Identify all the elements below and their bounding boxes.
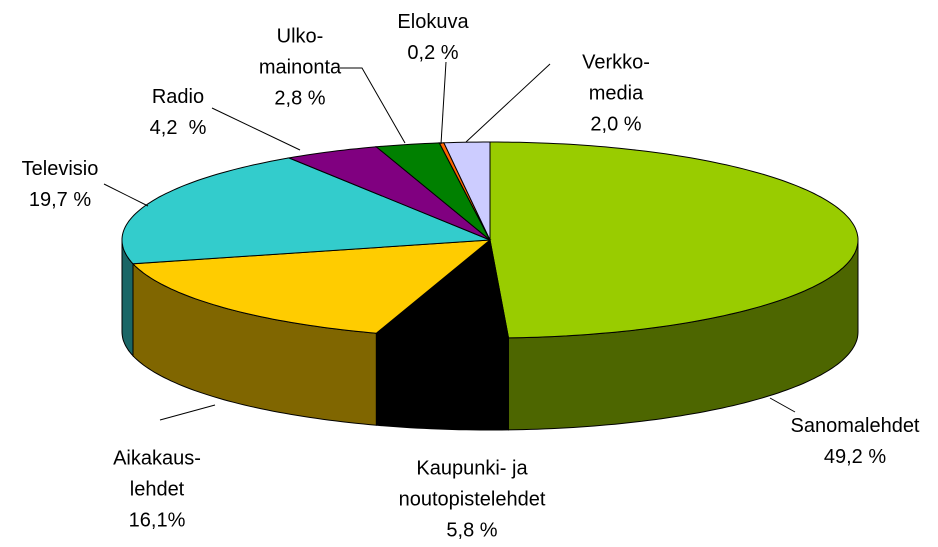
pie-side <box>375 332 509 431</box>
leader-lines <box>103 61 796 421</box>
category-label: Televisio <box>21 158 99 180</box>
pie-slice <box>287 146 491 241</box>
slice-label: Televisio 19,7 % <box>22 154 99 216</box>
value-label: 0,2 % <box>407 42 459 64</box>
pie-tops <box>121 141 859 339</box>
leader-line <box>103 183 149 207</box>
pie-slice <box>443 141 491 241</box>
leader-line <box>340 67 406 144</box>
leader-line <box>440 61 447 145</box>
category-label: Aikakaus- lehdet <box>113 447 201 501</box>
category-label: Kaupunki- ja noutopistelehdet <box>398 457 546 511</box>
value-label: 49,2 % <box>823 446 887 468</box>
slice-label: Kaupunki- ja noutopistelehdet 5,8 % <box>399 454 546 547</box>
leader-line <box>769 397 796 413</box>
slice-label: Verkko- media 2,0 % <box>582 48 650 141</box>
category-label: Sanomalehdet <box>790 415 920 437</box>
value-label: 16,1% <box>128 509 186 532</box>
category-label: Verkko- media <box>582 51 650 105</box>
slice-label: Radio 4,2 % <box>150 82 207 144</box>
leader-line <box>465 63 551 143</box>
leader-line <box>159 404 216 421</box>
pie-slice <box>375 142 491 241</box>
slice-label: Ulko- mainonta 2,8 % <box>259 22 341 115</box>
slice-label: Elokuva 0,2 % <box>397 7 468 69</box>
slice-label: Sanomalehdet 49,2 % <box>791 411 920 473</box>
category-label: Elokuva <box>397 11 469 33</box>
value-label: 5,8 % <box>446 519 498 542</box>
pie-slice <box>121 157 491 265</box>
value-label: 4,2 % <box>149 117 207 139</box>
value-label: 19,7 % <box>28 189 92 211</box>
category-label: Radio <box>151 86 205 108</box>
pie-sides <box>121 239 859 431</box>
leader-line <box>211 107 301 151</box>
slice-label: Aikakaus- lehdet 16,1% <box>113 444 201 537</box>
category-label: Ulko- mainonta <box>258 25 342 79</box>
value-label: 2,0 % <box>590 113 642 136</box>
value-label: 2,8 % <box>274 87 326 110</box>
pie-slice <box>131 239 492 334</box>
pie-slice <box>375 239 510 339</box>
pie-slice <box>489 141 859 339</box>
